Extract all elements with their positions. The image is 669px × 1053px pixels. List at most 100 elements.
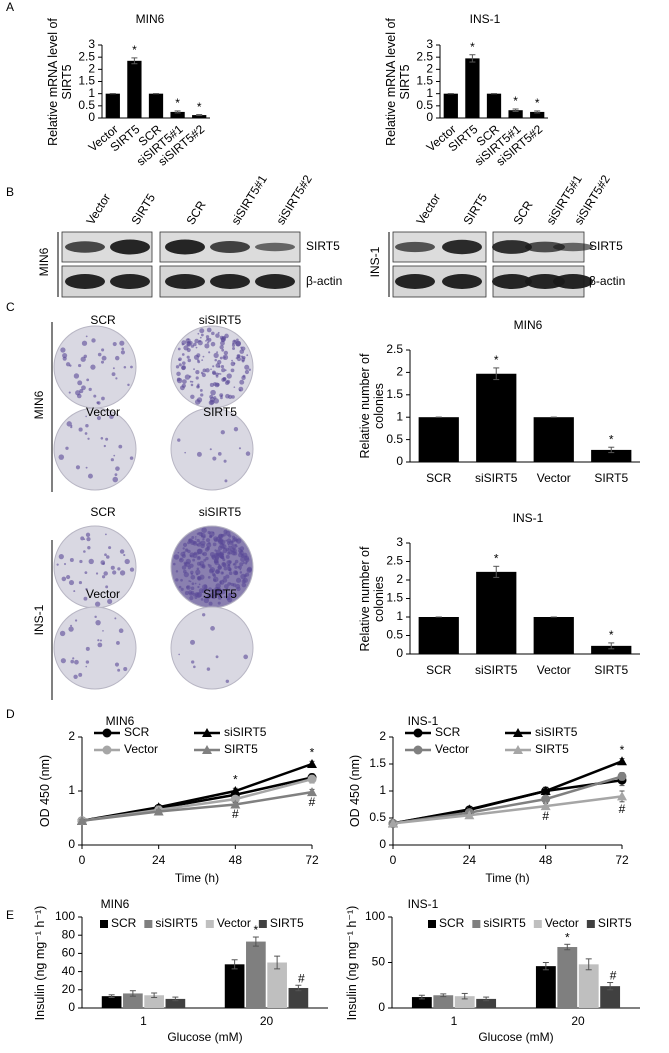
colony [236,338,239,342]
colony [187,549,191,554]
significance-mark: * [254,923,259,937]
y-axis-label: Insulin (ng mg⁻¹ h⁻¹) [33,905,47,1020]
protein-label: SIRT5 [306,239,340,253]
colony [233,570,238,576]
colony [80,356,86,362]
colony [196,591,203,598]
colony [228,592,233,597]
lane-label: SIRT5 [128,191,158,227]
colony [223,584,229,589]
colony [213,398,220,404]
colony [101,355,107,361]
colony [208,400,214,406]
colony [124,558,130,565]
colony [88,558,94,565]
legend-label: siSIRT5 [483,916,526,930]
colony [96,415,102,421]
legend-swatch [100,920,108,928]
colony [233,537,238,542]
x-tick-label: 1 [451,1014,458,1028]
colony [232,548,237,554]
plate-label: siSIRT5 [199,313,242,327]
colony [228,394,233,399]
colony [238,565,242,570]
colony [229,545,232,548]
colony [91,338,96,343]
colony [215,593,219,597]
y-tick-label: 40 [62,964,76,978]
colony [114,662,120,667]
colony [212,456,217,461]
colony [231,395,235,399]
colony [79,389,84,394]
colony [208,601,213,606]
colony [114,617,117,620]
bar [454,996,475,1008]
colony [235,538,242,544]
colony [221,368,226,373]
chart-title: INS-1 [513,511,544,525]
legend-label: SIRT5 [598,916,632,930]
legend-swatch [428,920,436,928]
colony [197,576,202,581]
colony [228,588,231,591]
y-axis-label: Relative mRNA level of SIRT5 [46,17,74,146]
y-tick-label: 0.5 [386,628,403,642]
colony [60,347,66,353]
colony [234,565,238,569]
colony [109,414,114,420]
legend-marker [413,745,423,755]
blot-band [110,274,150,289]
colony [75,390,81,396]
y-tick-label: 0 [378,1000,385,1014]
colony [86,537,91,542]
y-tick-label: 2.5 [386,554,403,568]
colony [194,538,197,540]
bar [578,964,599,1008]
colony [178,363,182,367]
colony [69,558,74,562]
lane-label: Vector [83,191,113,227]
x-tick-label: siSIRT5 [475,471,518,485]
colony [116,641,120,645]
colony [66,421,72,427]
colony [197,385,200,388]
colony [193,368,195,371]
series-line [392,760,623,825]
colony [226,373,232,379]
colony [97,642,103,648]
blot-band [255,274,295,289]
colony [85,466,88,469]
y-axis-label: Insulin (ng mg⁻¹ h⁻¹) [345,905,359,1020]
colony [115,466,120,471]
colony [217,331,220,334]
colony [220,340,225,346]
colony [192,552,198,559]
x-tick-label: 24 [152,853,166,867]
colony [118,444,123,449]
x-tick-label: 20 [260,1014,274,1028]
colony [223,350,229,356]
point-marker [617,791,627,801]
x-axis-label: Time (h) [175,871,219,885]
blot-band [492,240,532,254]
colony [195,569,201,575]
colony [247,566,253,572]
colony [240,346,243,349]
colony [78,581,83,585]
colony [197,332,200,335]
bar [288,987,309,1008]
significance-mark: * [233,772,238,786]
colony [182,379,187,384]
colony [189,380,192,383]
blot-band [165,239,205,255]
x-tick-label: 20 [571,1014,585,1028]
colony [239,349,245,354]
bar [476,998,497,1008]
colony [207,337,212,342]
colony [78,672,83,677]
colony [73,590,76,593]
significance-mark: # [309,795,316,809]
y-tick-label: 1.5 [369,756,386,770]
y-tick-label: 2 [396,572,403,586]
